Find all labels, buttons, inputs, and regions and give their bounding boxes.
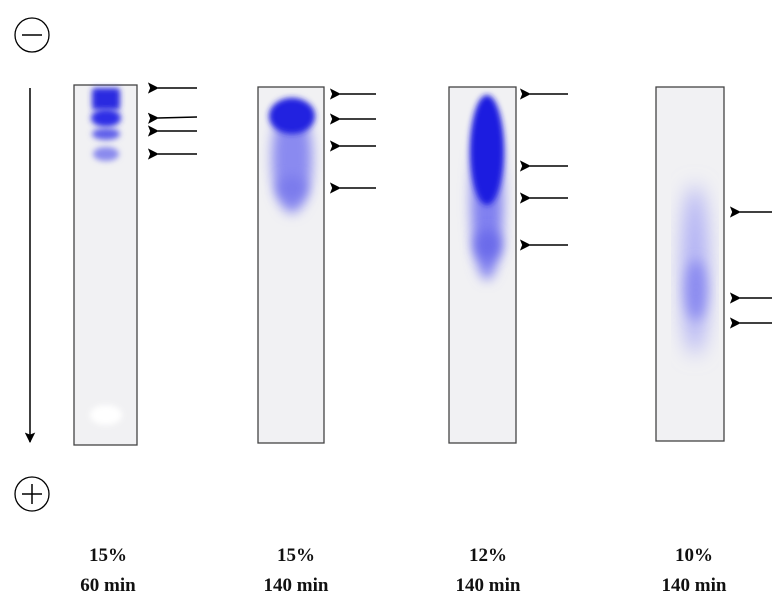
gel-lane <box>449 87 516 443</box>
gel-lane <box>656 87 724 441</box>
gel-lane <box>258 87 324 443</box>
minus-electrode <box>15 18 49 52</box>
figure: 15% 60 min 15% 140 min 12% 140 min 10% 1… <box>0 0 772 596</box>
run-time: 60 min <box>80 575 136 596</box>
plus-electrode <box>15 477 49 511</box>
gel-percent: 10% <box>675 545 713 566</box>
band-arrow <box>158 117 197 118</box>
run-time: 140 min <box>456 575 521 596</box>
run-time: 140 min <box>662 575 727 596</box>
gel-percent: 15% <box>89 545 127 566</box>
gel-lane <box>74 85 137 445</box>
gel-percent: 12% <box>469 545 507 566</box>
run-time: 140 min <box>264 575 329 596</box>
gel-percent: 15% <box>277 545 315 566</box>
